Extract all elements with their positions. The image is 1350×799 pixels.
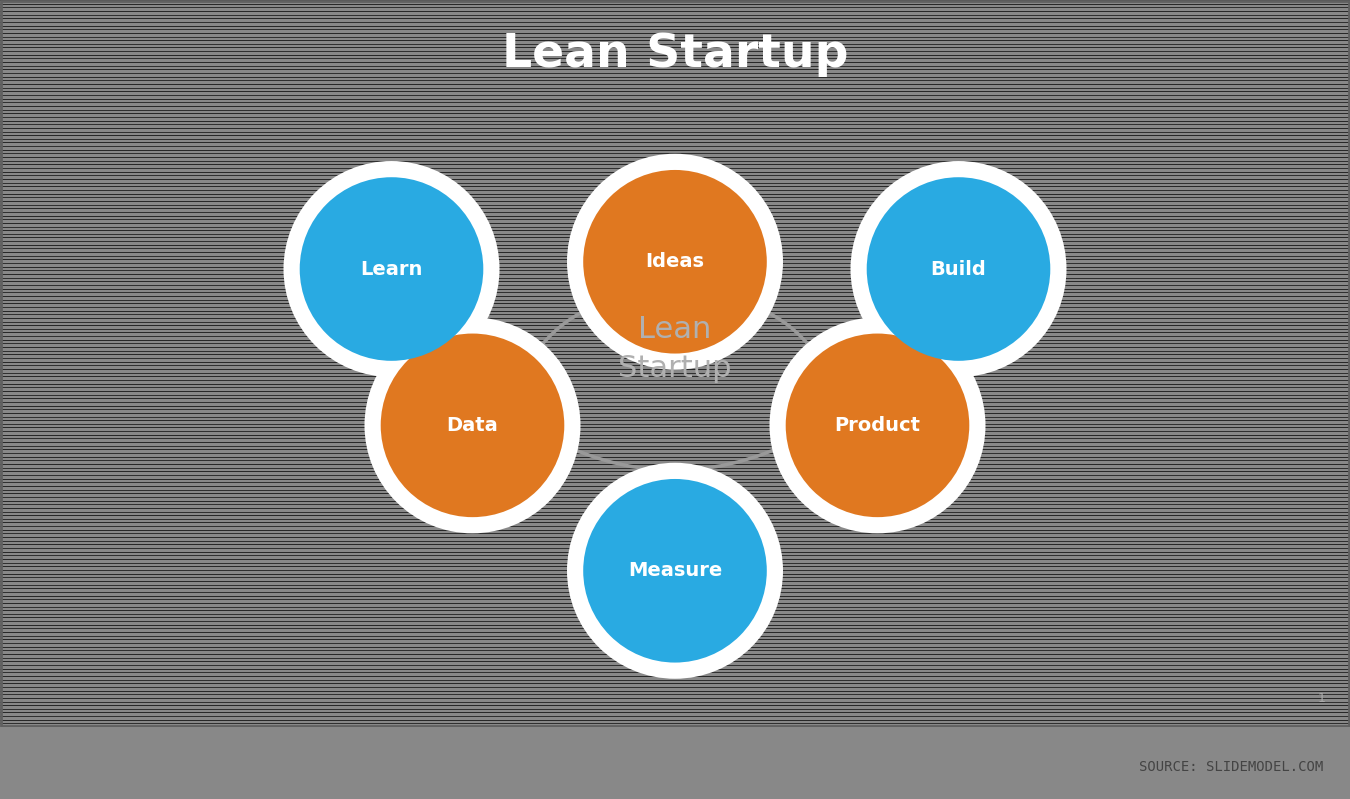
Ellipse shape bbox=[364, 317, 580, 534]
Ellipse shape bbox=[583, 479, 767, 662]
Text: Product: Product bbox=[834, 415, 921, 435]
Text: SOURCE: SLIDEMODEL.COM: SOURCE: SLIDEMODEL.COM bbox=[1139, 760, 1323, 773]
Ellipse shape bbox=[567, 153, 783, 370]
Ellipse shape bbox=[867, 177, 1050, 361]
Ellipse shape bbox=[567, 463, 783, 679]
Text: Learn: Learn bbox=[360, 260, 423, 279]
FancyArrowPatch shape bbox=[516, 294, 626, 388]
Ellipse shape bbox=[769, 317, 985, 534]
Text: 1: 1 bbox=[1318, 692, 1326, 706]
Ellipse shape bbox=[300, 177, 483, 361]
Ellipse shape bbox=[850, 161, 1066, 377]
Text: Lean Startup: Lean Startup bbox=[502, 32, 848, 77]
Text: Build: Build bbox=[930, 260, 987, 279]
Text: Ideas: Ideas bbox=[645, 252, 705, 271]
Text: Measure: Measure bbox=[628, 561, 722, 580]
Ellipse shape bbox=[786, 333, 969, 517]
Text: Data: Data bbox=[447, 415, 498, 435]
FancyArrowPatch shape bbox=[720, 296, 833, 385]
FancyArrowPatch shape bbox=[533, 427, 821, 471]
Text: Lean
Startup: Lean Startup bbox=[618, 316, 732, 383]
Ellipse shape bbox=[381, 333, 564, 517]
Ellipse shape bbox=[583, 170, 767, 353]
Ellipse shape bbox=[284, 161, 500, 377]
